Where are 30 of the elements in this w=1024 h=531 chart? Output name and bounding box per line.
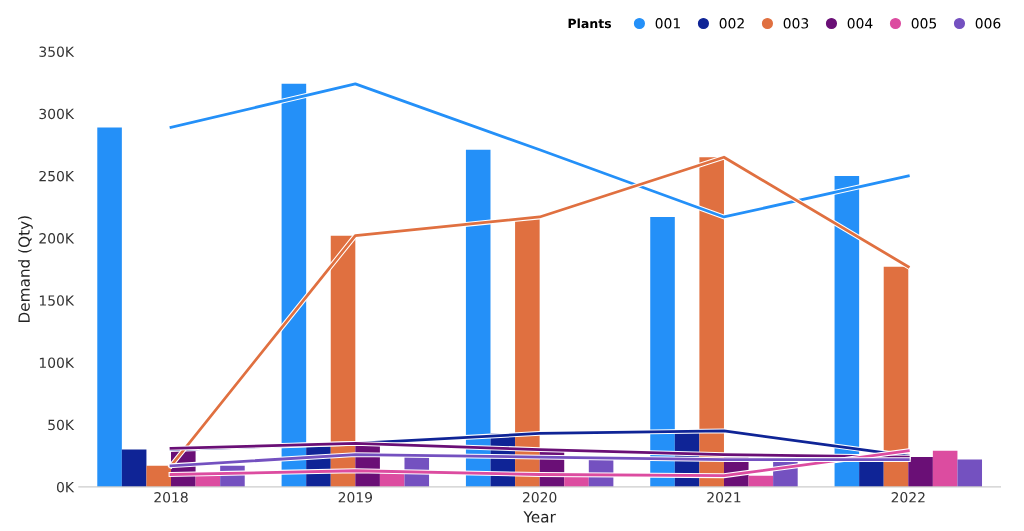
y-tick-label: 150K — [39, 295, 75, 306]
legend-label: 004 — [847, 18, 873, 29]
legend-label: 006 — [975, 18, 1001, 29]
y-tick-label: 100K — [39, 357, 75, 368]
y-tick-label: 200K — [39, 233, 75, 244]
bar — [957, 459, 983, 487]
x-tick-label: 2022 — [891, 492, 925, 503]
y-tick-label: 300K — [39, 108, 75, 120]
bar — [465, 149, 491, 487]
y-tick-label: 0K — [56, 481, 75, 493]
legend-label: 005 — [911, 18, 937, 29]
bar — [97, 127, 122, 487]
legend-label: 001 — [655, 18, 680, 29]
y-tick-label: 50K — [48, 419, 75, 431]
y-tick-label: 350K — [39, 46, 75, 57]
bar — [146, 465, 172, 487]
bar — [121, 449, 147, 487]
x-tick-label: 2018 — [154, 492, 188, 503]
y-axis-title: Demand (Qty) — [18, 216, 33, 323]
bar — [908, 457, 933, 487]
x-axis-title: Year — [523, 511, 556, 523]
y-tick-label: 250K — [39, 170, 75, 182]
bar — [650, 216, 675, 487]
legend-title: Plants — [568, 18, 612, 29]
x-tick-label: 2019 — [338, 492, 373, 503]
bar — [932, 450, 958, 487]
x-tick-label: 2021 — [707, 492, 741, 503]
legend-label: 002 — [719, 18, 744, 29]
legend-label: 003 — [783, 18, 809, 29]
x-tick-label: 2020 — [522, 492, 557, 503]
